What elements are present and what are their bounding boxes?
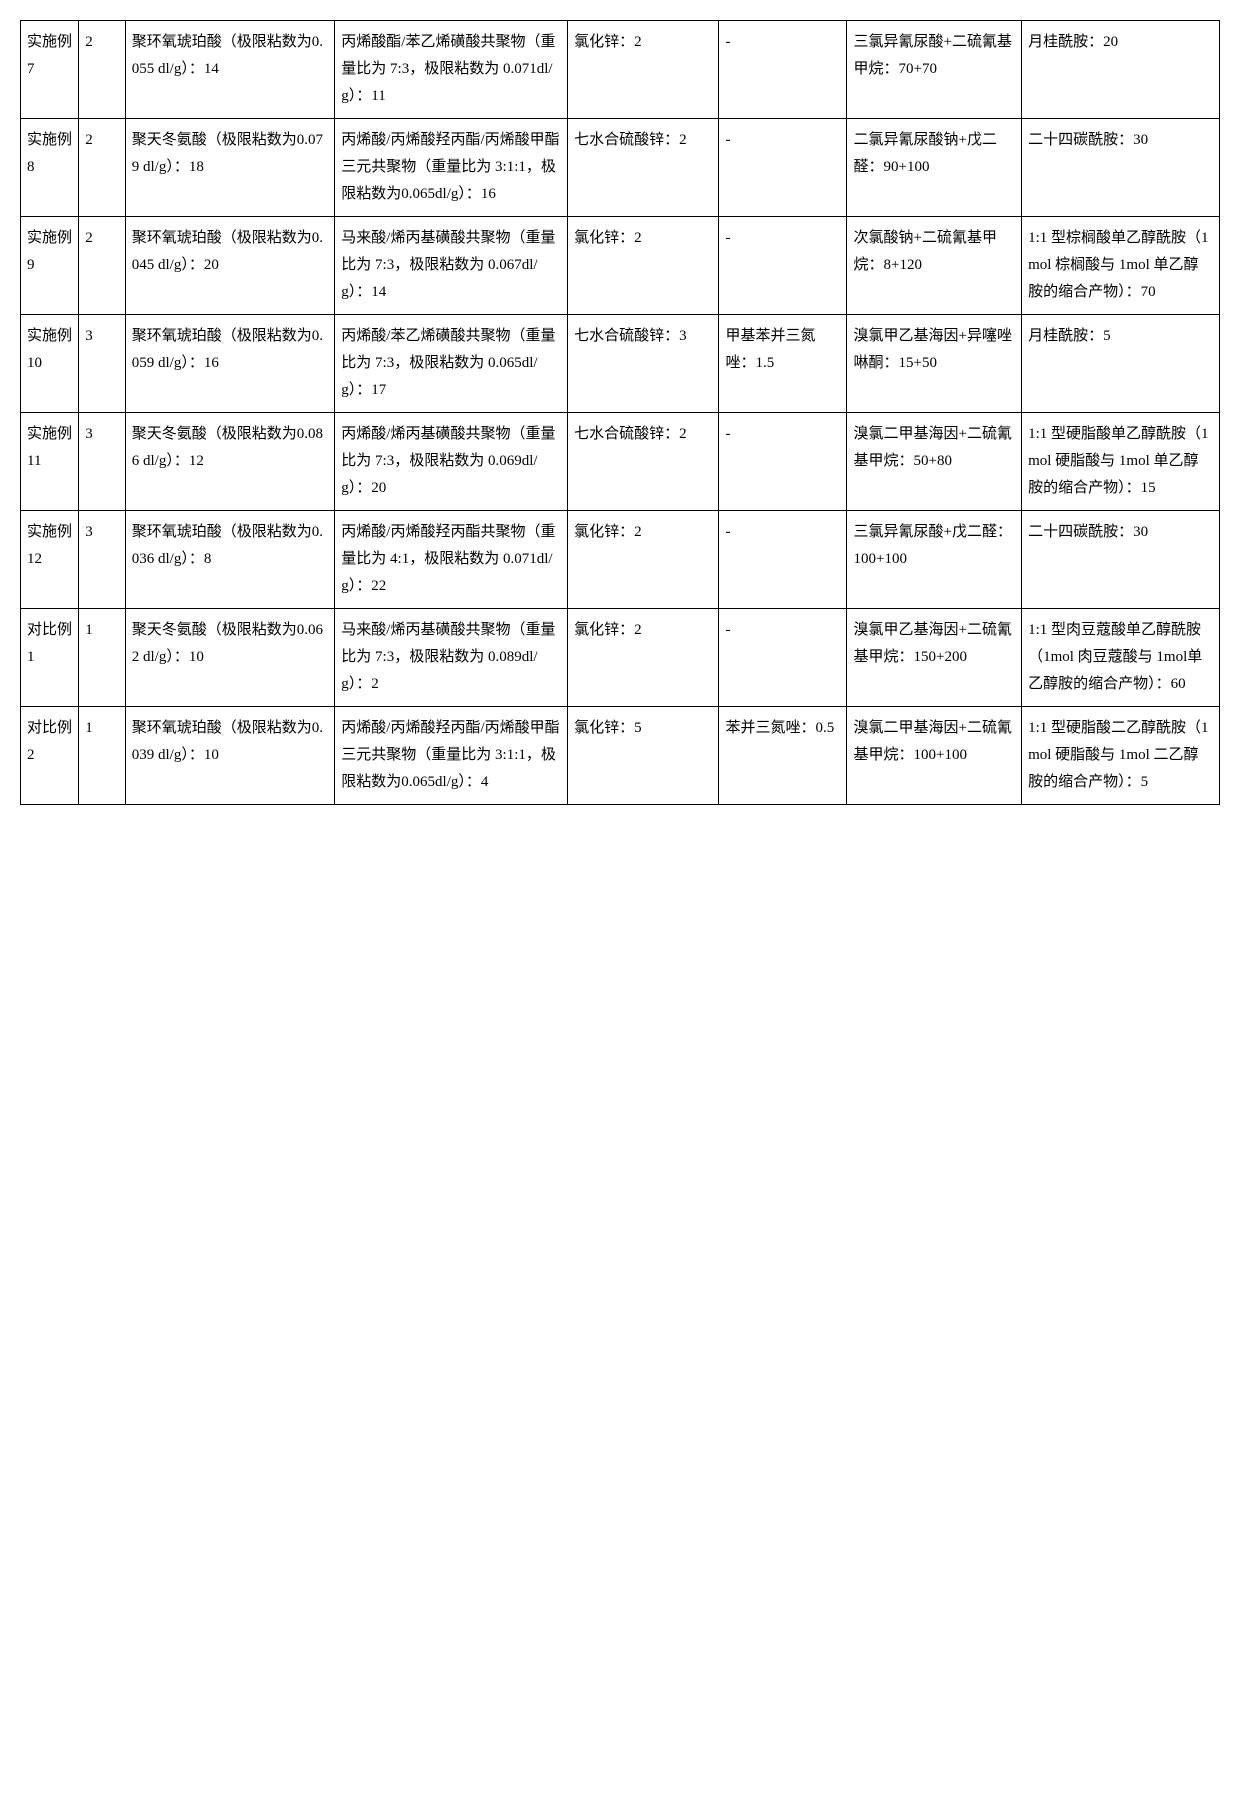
table-cell: 聚环氧琥珀酸（极限粘数为0.045 dl/g）：20 <box>125 217 335 315</box>
table-row: 实施例113聚天冬氨酸（极限粘数为0.086 dl/g）：12丙烯酸/烯丙基磺酸… <box>21 413 1220 511</box>
table-cell: 次氯酸钠+二硫氰基甲烷：8+120 <box>847 217 1022 315</box>
table-cell: 三氯异氰尿酸+戊二醛：100+100 <box>847 511 1022 609</box>
table-cell: 对比例2 <box>21 707 79 805</box>
table-cell: 3 <box>79 511 126 609</box>
table-cell: 实施例9 <box>21 217 79 315</box>
table-cell: 丙烯酸/丙烯酸羟丙酯共聚物（重量比为 4:1，极限粘数为 0.071dl/g）：… <box>335 511 568 609</box>
table-cell: 溴氯甲乙基海因+异噻唑啉酮：15+50 <box>847 315 1022 413</box>
table-cell: 三氯异氰尿酸+二硫氰基甲烷：70+70 <box>847 21 1022 119</box>
table-cell: - <box>719 413 847 511</box>
table-row: 实施例72聚环氧琥珀酸（极限粘数为0.055 dl/g）：14丙烯酸酯/苯乙烯磺… <box>21 21 1220 119</box>
table-cell: 3 <box>79 315 126 413</box>
table-cell: - <box>719 511 847 609</box>
table-cell: 氯化锌：2 <box>568 511 719 609</box>
table-cell: 丙烯酸/丙烯酸羟丙酯/丙烯酸甲酯三元共聚物（重量比为 3:1:1，极限粘数为0.… <box>335 707 568 805</box>
table-cell: 聚天冬氨酸（极限粘数为0.079 dl/g）：18 <box>125 119 335 217</box>
table-cell: 1:1 型肉豆蔻酸单乙醇酰胺（1mol 肉豆蔻酸与 1mol单乙醇胺的缩合产物）… <box>1022 609 1220 707</box>
table-cell: 七水合硫酸锌：2 <box>568 413 719 511</box>
table-cell: 丙烯酸酯/苯乙烯磺酸共聚物（重量比为 7:3，极限粘数为 0.071dl/g）：… <box>335 21 568 119</box>
table-row: 实施例82聚天冬氨酸（极限粘数为0.079 dl/g）：18丙烯酸/丙烯酸羟丙酯… <box>21 119 1220 217</box>
data-table: 实施例72聚环氧琥珀酸（极限粘数为0.055 dl/g）：14丙烯酸酯/苯乙烯磺… <box>20 20 1220 805</box>
table-cell: 二氯异氰尿酸钠+戊二醛：90+100 <box>847 119 1022 217</box>
table-row: 对比例11聚天冬氨酸（极限粘数为0.062 dl/g）：10马来酸/烯丙基磺酸共… <box>21 609 1220 707</box>
table-cell: 1:1 型硬脂酸二乙醇酰胺（1mol 硬脂酸与 1mol 二乙醇胺的缩合产物）：… <box>1022 707 1220 805</box>
table-cell: 月桂酰胺：20 <box>1022 21 1220 119</box>
table-cell: 苯并三氮唑：0.5 <box>719 707 847 805</box>
table-cell: 氯化锌：5 <box>568 707 719 805</box>
table-cell: 月桂酰胺：5 <box>1022 315 1220 413</box>
table-cell: 1:1 型棕榈酸单乙醇酰胺（1mol 棕榈酸与 1mol 单乙醇胺的缩合产物）：… <box>1022 217 1220 315</box>
table-cell: 聚天冬氨酸（极限粘数为0.062 dl/g）：10 <box>125 609 335 707</box>
table-cell: - <box>719 217 847 315</box>
table-cell: 溴氯二甲基海因+二硫氰基甲烷：50+80 <box>847 413 1022 511</box>
table-cell: 聚环氧琥珀酸（极限粘数为0.039 dl/g）：10 <box>125 707 335 805</box>
table-cell: 马来酸/烯丙基磺酸共聚物（重量比为 7:3，极限粘数为 0.089dl/g）：2 <box>335 609 568 707</box>
table-cell: 丙烯酸/烯丙基磺酸共聚物（重量比为 7:3，极限粘数为 0.069dl/g）：2… <box>335 413 568 511</box>
table-cell: 氯化锌：2 <box>568 609 719 707</box>
table-cell: 溴氯甲乙基海因+二硫氰基甲烷：150+200 <box>847 609 1022 707</box>
table-cell: 丙烯酸/苯乙烯磺酸共聚物（重量比为 7:3，极限粘数为 0.065dl/g）：1… <box>335 315 568 413</box>
table-cell: 实施例12 <box>21 511 79 609</box>
table-cell: 氯化锌：2 <box>568 21 719 119</box>
table-cell: 2 <box>79 217 126 315</box>
table-cell: - <box>719 119 847 217</box>
table-cell: 实施例7 <box>21 21 79 119</box>
table-cell: 二十四碳酰胺：30 <box>1022 511 1220 609</box>
table-cell: 氯化锌：2 <box>568 217 719 315</box>
table-row: 实施例103聚环氧琥珀酸（极限粘数为0.059 dl/g）：16丙烯酸/苯乙烯磺… <box>21 315 1220 413</box>
table-cell: 溴氯二甲基海因+二硫氰基甲烷：100+100 <box>847 707 1022 805</box>
table-cell: 实施例8 <box>21 119 79 217</box>
table-cell: - <box>719 609 847 707</box>
table-cell: 1:1 型硬脂酸单乙醇酰胺（1mol 硬脂酸与 1mol 单乙醇胺的缩合产物）：… <box>1022 413 1220 511</box>
table-cell: 七水合硫酸锌：2 <box>568 119 719 217</box>
table-cell: 聚环氧琥珀酸（极限粘数为0.055 dl/g）：14 <box>125 21 335 119</box>
table-cell: 2 <box>79 21 126 119</box>
table-cell: 实施例10 <box>21 315 79 413</box>
table-cell: 聚天冬氨酸（极限粘数为0.086 dl/g）：12 <box>125 413 335 511</box>
table-row: 实施例92聚环氧琥珀酸（极限粘数为0.045 dl/g）：20马来酸/烯丙基磺酸… <box>21 217 1220 315</box>
table-cell: 1 <box>79 609 126 707</box>
table-cell: 1 <box>79 707 126 805</box>
table-row: 对比例21聚环氧琥珀酸（极限粘数为0.039 dl/g）：10丙烯酸/丙烯酸羟丙… <box>21 707 1220 805</box>
table-cell: 马来酸/烯丙基磺酸共聚物（重量比为 7:3，极限粘数为 0.067dl/g）：1… <box>335 217 568 315</box>
table-cell: 3 <box>79 413 126 511</box>
table-cell: 二十四碳酰胺：30 <box>1022 119 1220 217</box>
table-cell: 实施例11 <box>21 413 79 511</box>
table-cell: 2 <box>79 119 126 217</box>
table-cell: 七水合硫酸锌：3 <box>568 315 719 413</box>
table-cell: 聚环氧琥珀酸（极限粘数为0.036 dl/g）：8 <box>125 511 335 609</box>
table-cell: 甲基苯并三氮唑：1.5 <box>719 315 847 413</box>
table-cell: 丙烯酸/丙烯酸羟丙酯/丙烯酸甲酯三元共聚物（重量比为 3:1:1，极限粘数为0.… <box>335 119 568 217</box>
table-cell: 对比例1 <box>21 609 79 707</box>
table-cell: - <box>719 21 847 119</box>
table-row: 实施例123聚环氧琥珀酸（极限粘数为0.036 dl/g）：8丙烯酸/丙烯酸羟丙… <box>21 511 1220 609</box>
table-cell: 聚环氧琥珀酸（极限粘数为0.059 dl/g）：16 <box>125 315 335 413</box>
